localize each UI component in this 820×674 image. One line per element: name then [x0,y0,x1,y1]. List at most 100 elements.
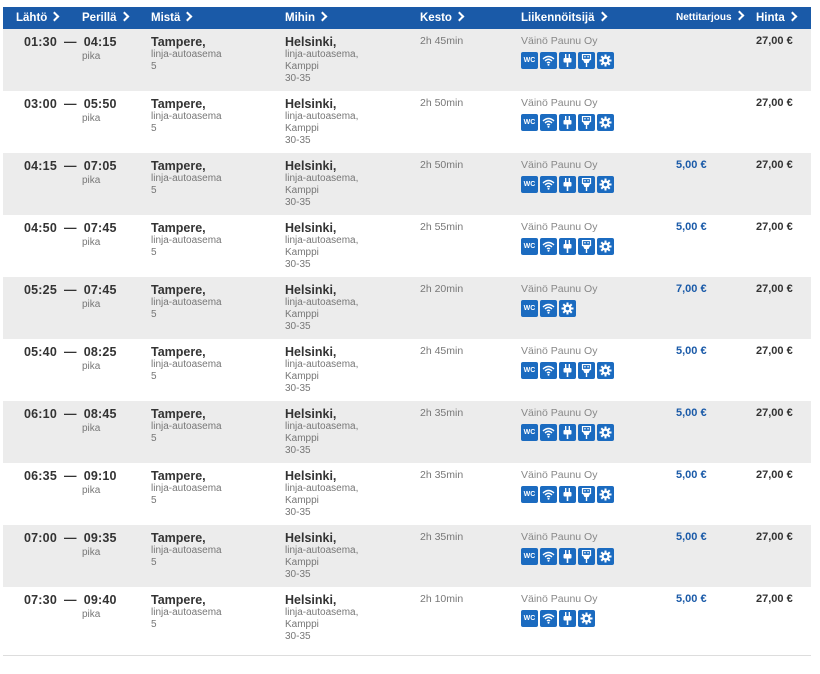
destination: Helsinki, linja-autoasema, Kamppi 30-35 [285,159,358,209]
wifi-icon [540,300,557,317]
arrival-time: 07:45 [83,283,117,297]
destination-platform: 30-35 [285,259,311,270]
settings-icon [597,548,614,565]
operator-name: Väinö Paunu Oy [521,97,598,109]
arrival-time: 09:35 [83,531,117,545]
service-type: pika [82,609,101,620]
amenity-icons: WC [521,176,614,193]
destination-platform: 30-35 [285,135,311,146]
web-offer-price[interactable]: 5,00 € [676,345,707,357]
arrival-time: 08:25 [83,345,117,359]
departure-row[interactable]: 07:00 — 09:35 pika Tampere, linja-autoasem… [3,525,811,587]
trip-duration: 2h 35min [420,469,464,481]
sort-to[interactable]: Mihin [285,7,328,29]
header-web-offer-label: Nettitarjous [676,12,732,23]
web-offer-price[interactable]: 5,00 € [676,159,707,171]
wc-icon: WC [521,300,538,317]
destination-area: Kamppi [285,247,319,258]
departure-row[interactable]: 07:30 — 09:40 pika Tampere, linja-autoasem… [3,587,811,649]
service-type: pika [82,547,101,558]
time-separator: — [63,407,77,421]
chevron-right-icon [182,11,193,22]
origin-city: Tampere, [151,221,206,235]
destination-stop: linja-autoasema, [285,545,359,556]
departure-row[interactable]: 06:35 — 09:10 pika Tampere, linja-autoasem… [3,463,811,525]
chevron-right-icon [454,11,465,22]
departure-row[interactable]: 04:15 — 07:05 pika Tampere, linja-autoasem… [3,153,811,215]
departure-row[interactable]: 06:10 — 08:45 pika Tampere, linja-autoasem… [3,401,811,463]
departure-row[interactable]: 01:30 — 04:15 pika Tampere, linja-autoasem… [3,29,811,91]
chevron-right-icon [734,10,745,21]
origin: Tampere, linja-autoasema 5 [151,469,222,507]
departure-time: 06:10 [24,407,57,421]
time-range: 01:30 — 04:15 [24,35,117,49]
origin-stop: linja-autoasema [151,359,222,370]
time-range: 06:10 — 08:45 [24,407,117,421]
time-separator: — [63,531,77,545]
origin-city: Tampere, [151,97,206,111]
sort-web-offer[interactable]: Nettitarjous [676,7,745,29]
origin: Tampere, linja-autoasema 5 [151,35,222,73]
usb-icon [578,486,595,503]
sort-operator[interactable]: Liikennöitsijä [521,7,607,29]
header-operator-label: Liikennöitsijä [521,12,595,24]
web-offer-price[interactable]: 5,00 € [676,469,707,481]
power-plug-icon [559,486,576,503]
departure-row[interactable]: 03:00 — 05:50 pika Tampere, linja-autoasem… [3,91,811,153]
sort-from[interactable]: Mistä [151,7,193,29]
destination-stop: linja-autoasema, [285,297,359,308]
trip-duration: 2h 20min [420,283,464,295]
wc-icon: WC [521,362,538,379]
amenity-icons: WC [521,114,614,131]
destination-stop: linja-autoasema, [285,235,359,246]
wc-icon: WC [521,238,538,255]
wifi-icon [540,424,557,441]
web-offer-price[interactable]: 7,00 € [676,283,707,295]
usb-icon [578,238,595,255]
operator-name: Väinö Paunu Oy [521,531,598,543]
wc-icon: WC [521,610,538,627]
departure-row[interactable]: 05:40 — 08:25 pika Tampere, linja-autoasem… [3,339,811,401]
origin-city: Tampere, [151,345,206,359]
wc-icon: WC [521,52,538,69]
departure-row[interactable]: 05:25 — 07:45 pika Tampere, linja-autoasem… [3,277,811,339]
header-price-label: Hinta [756,12,785,24]
origin-city: Tampere, [151,35,206,49]
time-range: 04:50 — 07:45 [24,221,117,235]
operator-name: Väinö Paunu Oy [521,593,598,605]
origin-platform: 5 [151,371,157,382]
time-range: 05:40 — 08:25 [24,345,117,359]
sort-arrive[interactable]: Perillä [82,7,129,29]
origin: Tampere, linja-autoasema 5 [151,97,222,135]
sort-price[interactable]: Hinta [756,7,798,29]
trip-duration: 2h 35min [420,407,464,419]
destination-city: Helsinki, [285,345,337,359]
origin-stop: linja-autoasema [151,111,222,122]
wc-icon: WC [521,424,538,441]
sort-duration[interactable]: Kesto [420,7,465,29]
sort-depart[interactable]: Lähtö [16,7,60,29]
destination: Helsinki, linja-autoasema, Kamppi 30-35 [285,345,358,395]
service-type: pika [82,485,101,496]
destination: Helsinki, linja-autoasema, Kamppi 30-35 [285,97,358,147]
web-offer-price[interactable]: 5,00 € [676,407,707,419]
web-offer-price[interactable]: 5,00 € [676,531,707,543]
table-header: Lähtö Perillä Mistä Mihin Kesto Liikennö… [3,7,811,29]
trip-duration: 2h 35min [420,531,464,543]
service-type: pika [82,237,101,248]
power-plug-icon [559,176,576,193]
wifi-icon [540,176,557,193]
origin-platform: 5 [151,309,157,320]
departure-row[interactable]: 04:50 — 07:45 pika Tampere, linja-autoasem… [3,215,811,277]
wifi-icon [540,362,557,379]
origin-stop: linja-autoasema [151,545,222,556]
web-offer-price[interactable]: 5,00 € [676,593,707,605]
operator-name: Väinö Paunu Oy [521,345,598,357]
operator-name: Väinö Paunu Oy [521,35,598,47]
destination: Helsinki, linja-autoasema, Kamppi 30-35 [285,469,358,519]
web-offer-price[interactable]: 5,00 € [676,221,707,233]
usb-icon [578,52,595,69]
destination-stop: linja-autoasema, [285,483,359,494]
ticket-price: 27,00 € [756,159,793,171]
power-plug-icon [559,610,576,627]
